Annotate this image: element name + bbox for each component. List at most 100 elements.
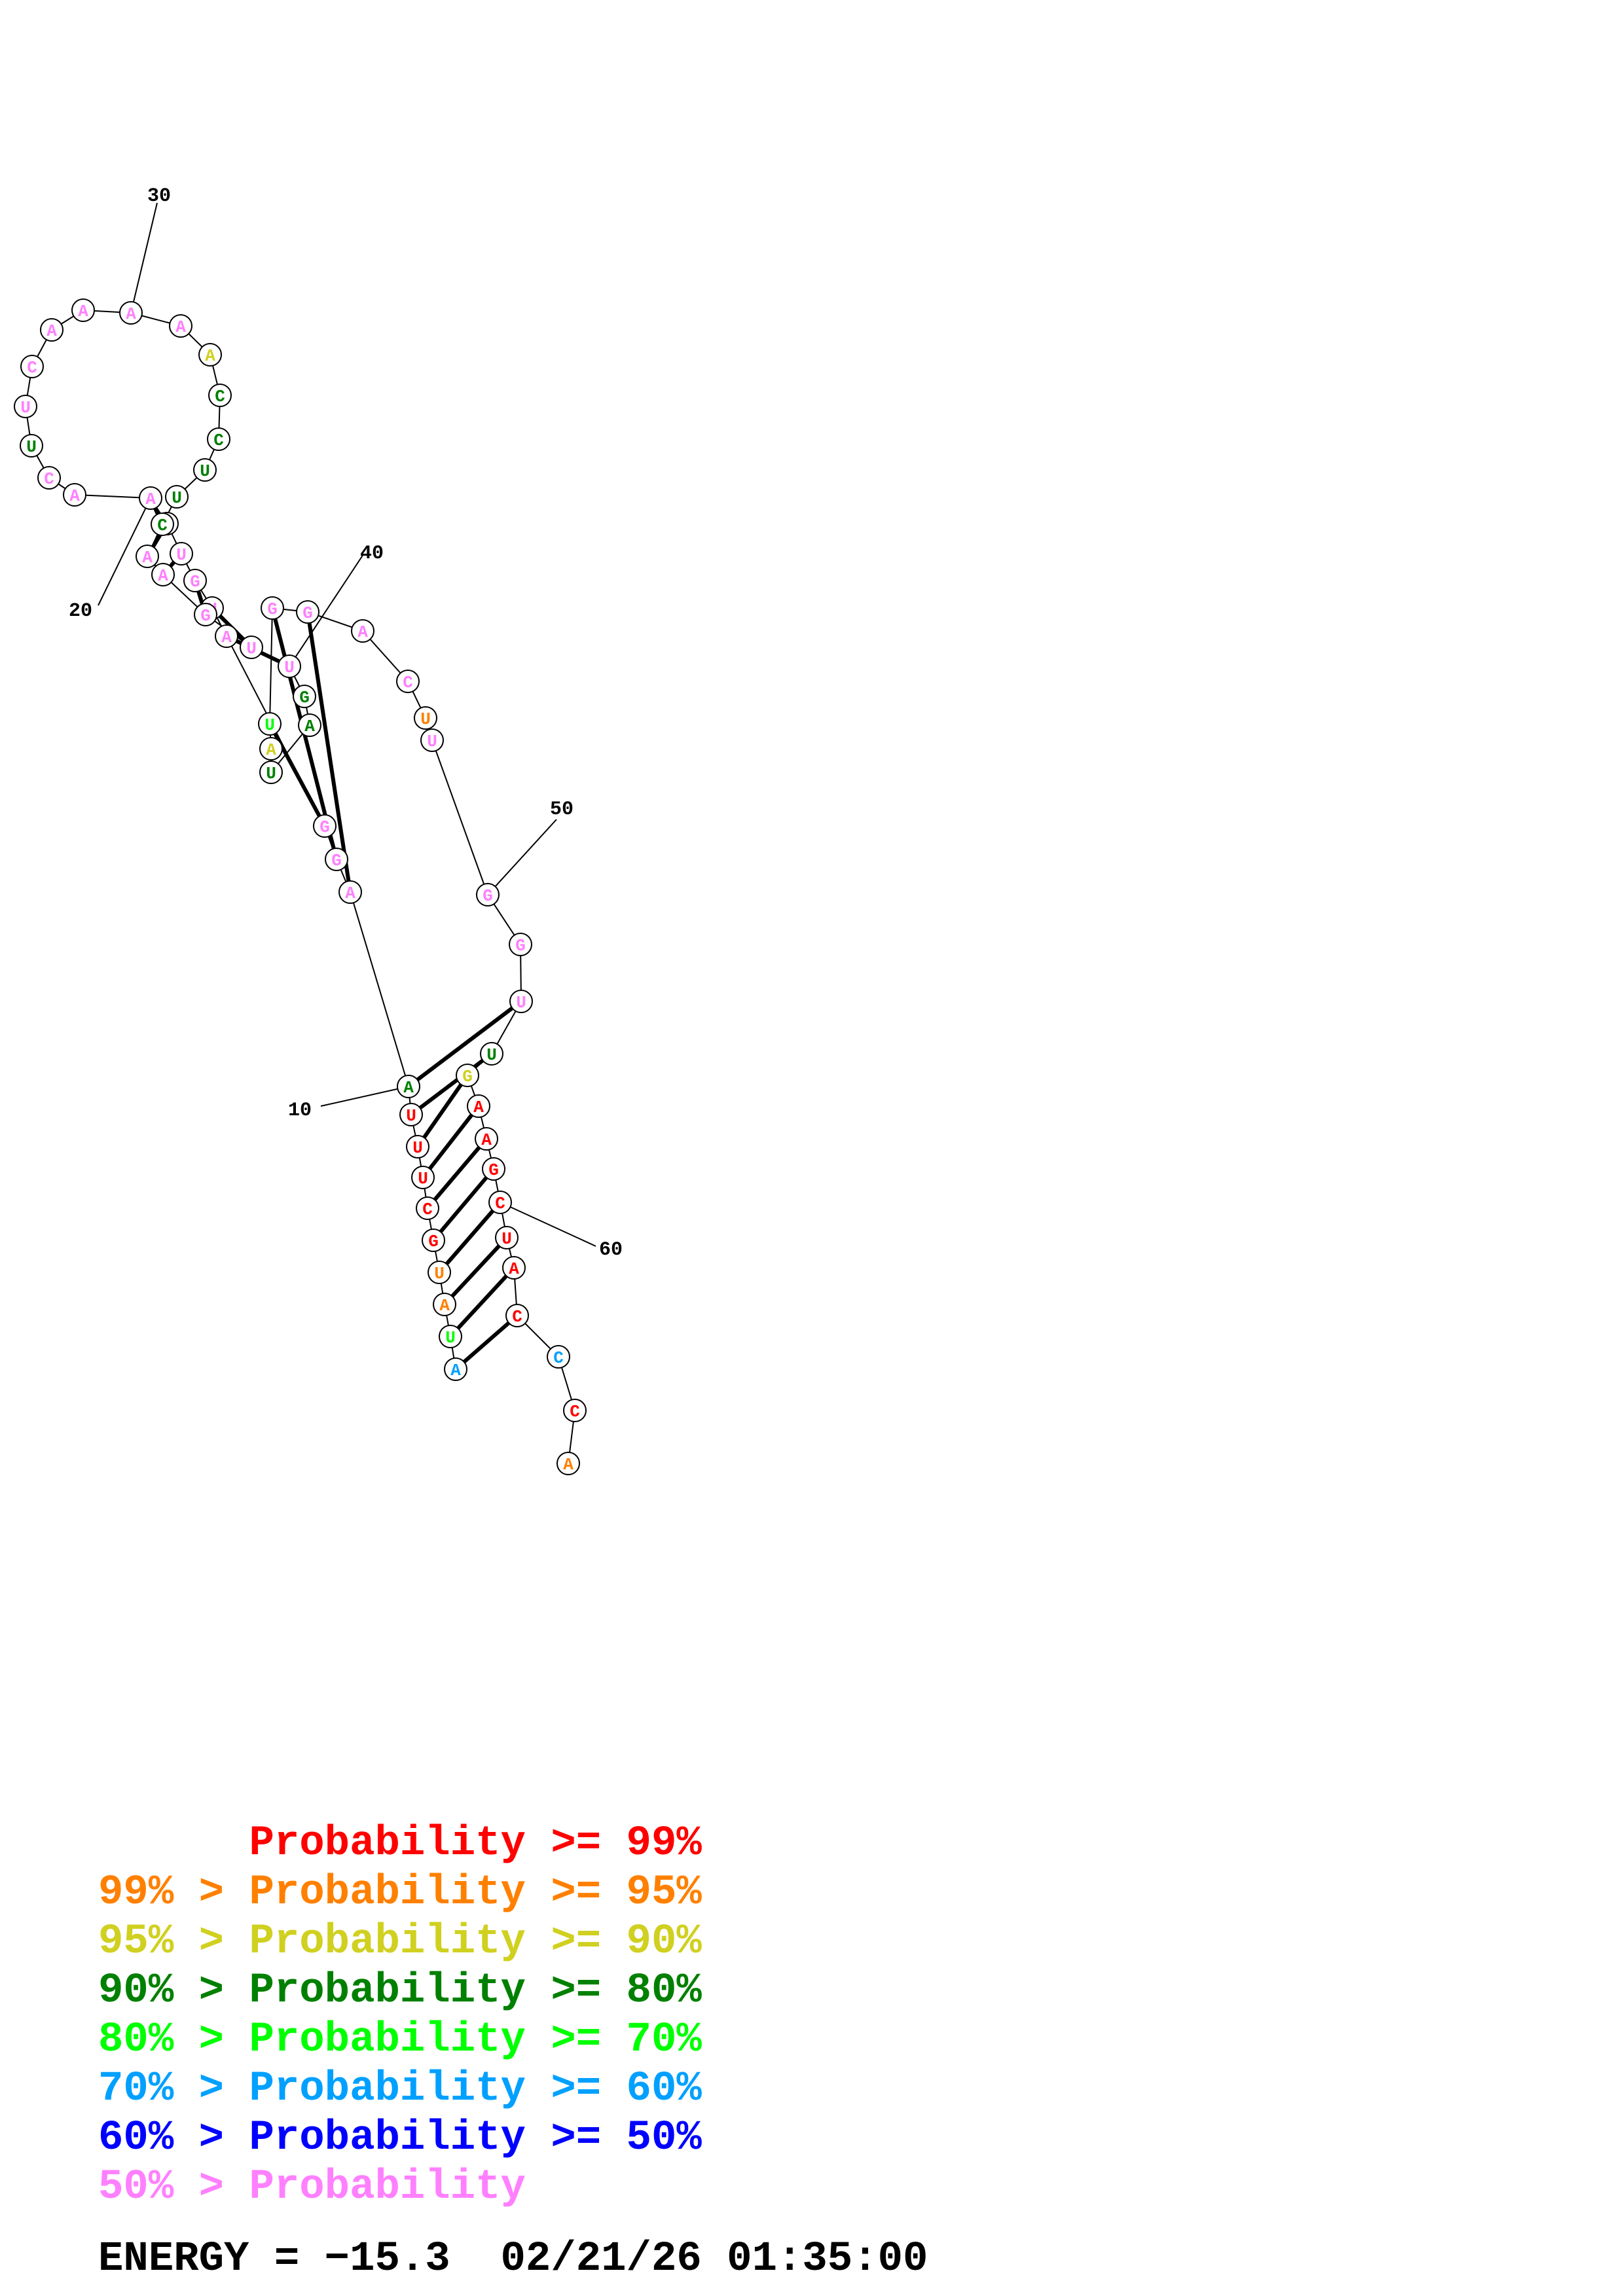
nucleotide-letter: A	[357, 622, 368, 642]
nucleotide-42: U	[259, 761, 283, 784]
nucleotide-39: U	[278, 655, 301, 678]
base-pair-bonds	[145, 497, 522, 1371]
nucleotide-letter: A	[266, 740, 276, 760]
number-label-50: 50	[550, 798, 574, 821]
nucleotide-38: U	[240, 636, 263, 659]
base-pair-bond	[431, 1168, 496, 1242]
nucleotide-circle	[139, 486, 162, 510]
nucleotide-letter: A	[509, 1259, 519, 1279]
nucleotide-circle	[456, 1064, 479, 1087]
nucleotide-circle	[502, 1256, 526, 1280]
nucleotide-24: C	[20, 355, 44, 378]
nucleotide-letter: C	[157, 516, 168, 535]
nucleotide-10: A	[397, 1075, 420, 1098]
nucleotide-letter: G	[267, 600, 278, 619]
nucleotide-36: A	[151, 563, 175, 586]
nucleotide-letter: U	[284, 658, 295, 677]
nucleotide-letter: C	[403, 673, 413, 692]
nucleotide-22: U	[20, 434, 43, 457]
nucleotide-letter: G	[190, 572, 200, 592]
base-pair-bond	[410, 1052, 493, 1117]
nucleotide-circle	[208, 384, 232, 407]
nucleotide-circle	[207, 427, 230, 451]
nucleotide-43: A	[259, 737, 283, 761]
nucleotide-52: G	[509, 933, 532, 956]
base-pair-bond	[454, 1314, 519, 1371]
number-tick	[98, 497, 151, 606]
nucleotide-letter: A	[69, 486, 80, 506]
nucleotide-41: A	[298, 713, 321, 737]
nucleotide-letter: A	[142, 548, 153, 567]
nucleotide-circle	[399, 1103, 423, 1126]
nucleotide-letter: U	[418, 1169, 428, 1189]
nucleotide-circle	[261, 596, 284, 620]
nucleotide-circle	[396, 670, 420, 693]
nucleotide-circle	[136, 545, 159, 568]
base-pair-bond	[443, 1236, 509, 1306]
nucleotide-circle	[420, 728, 444, 752]
nucleotide-letter: G	[515, 936, 526, 956]
nucleotide-27: A	[119, 301, 143, 325]
nucleotide-letter: A	[304, 717, 315, 736]
nucleotide-circle	[151, 563, 175, 586]
nucleotide-letter: G	[488, 1160, 499, 1180]
nucleotide-21: C	[37, 466, 61, 490]
nucleotide-circle	[338, 880, 362, 904]
nucleotide-letter: C	[512, 1307, 522, 1327]
number-tick	[487, 819, 557, 895]
nucleotide-circle	[215, 624, 238, 648]
nucleotide-letter: U	[434, 1264, 445, 1283]
nucleotide-letter: C	[495, 1194, 505, 1213]
nucleotide-letter: U	[264, 715, 275, 735]
nucleotide-65: A	[556, 1452, 580, 1475]
nucleotide-circle	[480, 1042, 503, 1066]
nucleotide-circle	[278, 655, 301, 678]
base-pair-bond	[448, 1266, 516, 1338]
nucleotide-circle	[428, 1261, 451, 1284]
nucleotide-circle	[259, 737, 283, 761]
base-pair-bond	[437, 1201, 502, 1274]
nucleotide-letter: U	[172, 488, 182, 508]
nucleotide-circle	[20, 355, 44, 378]
nucleotide-circle	[298, 713, 321, 737]
nucleotide-circle	[509, 933, 532, 956]
nucleotide-circle	[37, 466, 61, 490]
nucleotide-55: G	[456, 1064, 479, 1087]
nucleotide-letter: U	[20, 398, 31, 418]
nucleotide-letter: A	[345, 884, 356, 903]
nucleotide-circle	[240, 636, 263, 659]
nucleotide-letter: A	[145, 490, 156, 509]
nucleotide-54: U	[480, 1042, 503, 1066]
legend-row-5: 80% > Probability >= 70%	[98, 2017, 702, 2064]
nucleotide-circle	[40, 318, 64, 342]
nucleotide-circle	[258, 712, 282, 736]
nucleotide-circle	[71, 298, 95, 322]
nucleotide-letter: A	[175, 317, 186, 337]
number-label-10: 10	[288, 1100, 312, 1122]
nucleotide-circle	[495, 1226, 519, 1249]
nucleotide-letter: U	[445, 1328, 456, 1348]
nucleotide-25: A	[40, 318, 64, 342]
nucleotide-letter: U	[486, 1045, 497, 1065]
base-pair-bond	[407, 999, 522, 1088]
nucleotide-28: A	[169, 314, 192, 338]
nucleotide-49: U	[414, 706, 437, 730]
nucleotide-8: U	[406, 1135, 429, 1158]
number-tick	[289, 554, 364, 667]
number-tick	[130, 202, 158, 314]
nucleotide-50: U	[420, 728, 444, 752]
nucleotide-45: G	[261, 596, 284, 620]
nucleotide-letter: C	[215, 387, 225, 406]
nucleotide-58: G	[482, 1157, 505, 1181]
nucleotide-51: G	[476, 883, 500, 906]
nucleotide-3: A	[433, 1293, 456, 1316]
nucleotide-16: G	[183, 569, 207, 592]
energy-and-timestamp: ENERGY = −15.3 02/21/26 01:35:00	[98, 2236, 928, 2283]
nucleotide-32: U	[193, 458, 217, 482]
nucleotide-47: A	[351, 619, 374, 643]
nucleotide-44: U	[258, 712, 282, 736]
nucleotide-circle	[183, 569, 207, 592]
nucleotide-letter: C	[44, 469, 54, 489]
nucleotide-26: A	[71, 298, 95, 322]
